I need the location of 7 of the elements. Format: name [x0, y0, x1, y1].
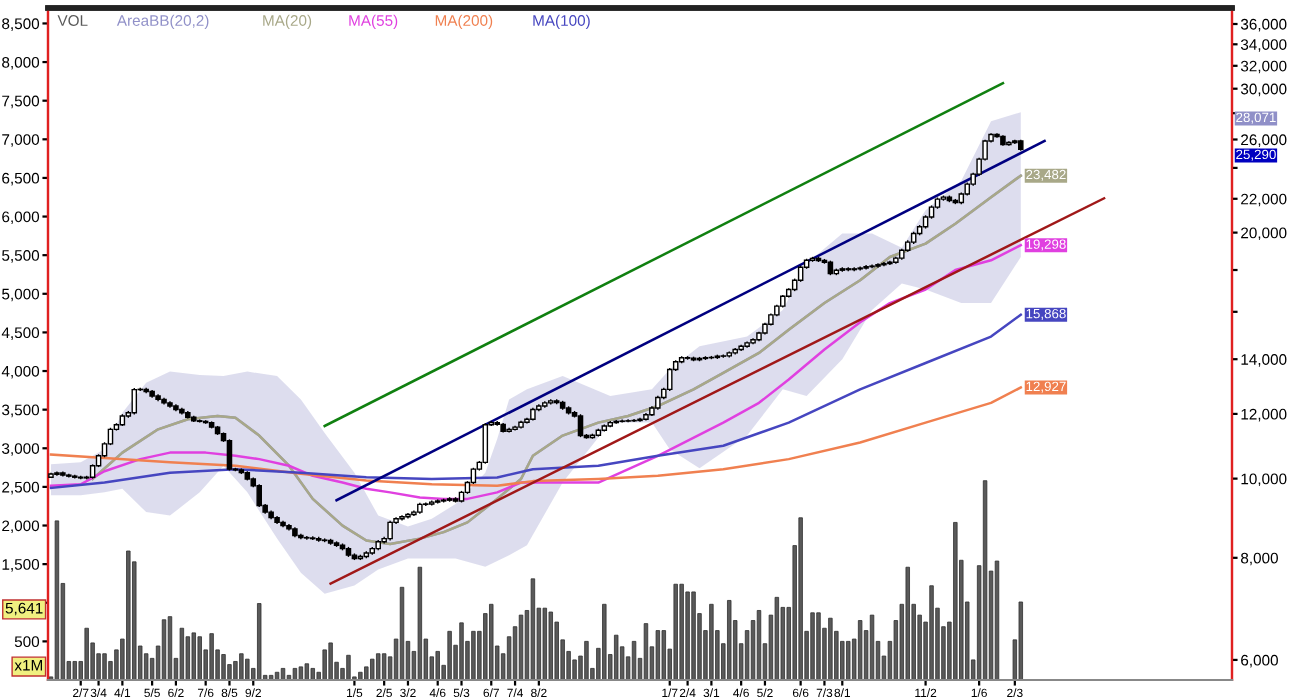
- candlestick: [666, 367, 673, 392]
- candlestick: [577, 413, 584, 438]
- candlestick: [226, 438, 233, 472]
- candlestick: [482, 422, 489, 465]
- candlestick: [387, 520, 393, 542]
- candlestick: [256, 483, 262, 508]
- candlestick: [131, 387, 138, 416]
